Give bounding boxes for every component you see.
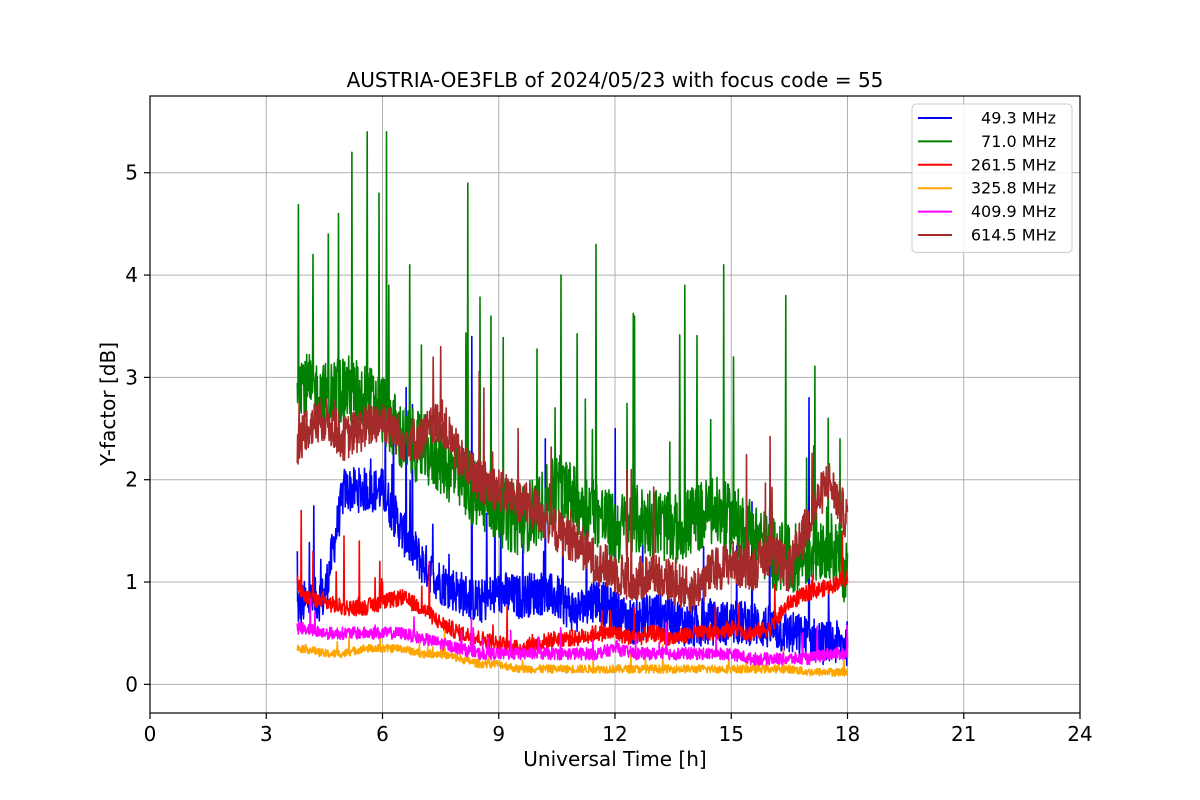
series-line-614-5-mhz (296, 345, 849, 614)
legend-entry-label: 49.3 MHz (981, 109, 1056, 128)
y-tick-label: 3 (125, 365, 138, 389)
x-tick-label: 3 (260, 722, 273, 746)
y-axis: 0 1 2 3 4 5 (125, 161, 150, 696)
series-line-409-9-mhz (296, 598, 849, 666)
x-tick-label: 9 (492, 722, 505, 746)
series-line-49-3-mhz (296, 335, 849, 667)
y-tick-label: 5 (125, 161, 138, 185)
legend-entry-label: 261.5 MHz (971, 155, 1056, 174)
series-line-325-8-mhz (296, 629, 849, 677)
x-tick-label: 12 (602, 722, 627, 746)
y-tick-label: 1 (125, 570, 138, 594)
legend-entry-label: 71.0 MHz (981, 132, 1056, 151)
y-tick-label: 0 (125, 672, 138, 696)
legend-entry-label: 409.9 MHz (971, 202, 1056, 221)
x-tick-label: 18 (835, 722, 860, 746)
legend-entry-label: 325.8 MHz (971, 179, 1056, 198)
series-layer (296, 131, 849, 677)
series-line-71-0-mhz (296, 131, 849, 603)
y-tick-label: 2 (125, 468, 138, 492)
x-tick-label: 15 (719, 722, 744, 746)
x-tick-label: 0 (144, 722, 157, 746)
x-tick-label: 24 (1067, 722, 1092, 746)
y-axis-label: Y-factor [dB] (96, 342, 120, 467)
chart-title: AUSTRIA-OE3FLB of 2024/05/23 with focus … (347, 68, 884, 92)
x-tick-label: 21 (951, 722, 976, 746)
y-tick-label: 4 (125, 263, 138, 287)
x-axis-label: Universal Time [h] (523, 747, 706, 771)
x-axis: 0 3 6 9 12 15 18 21 24 (144, 713, 1093, 746)
legend: 49.3 MHz 71.0 MHz 261.5 MHz 325.8 MHz 409.9 … (911, 103, 1073, 253)
series-line-261-5-mhz (296, 509, 849, 656)
legend-entry-label: 614.5 MHz (971, 226, 1056, 245)
x-tick-label: 6 (376, 722, 389, 746)
